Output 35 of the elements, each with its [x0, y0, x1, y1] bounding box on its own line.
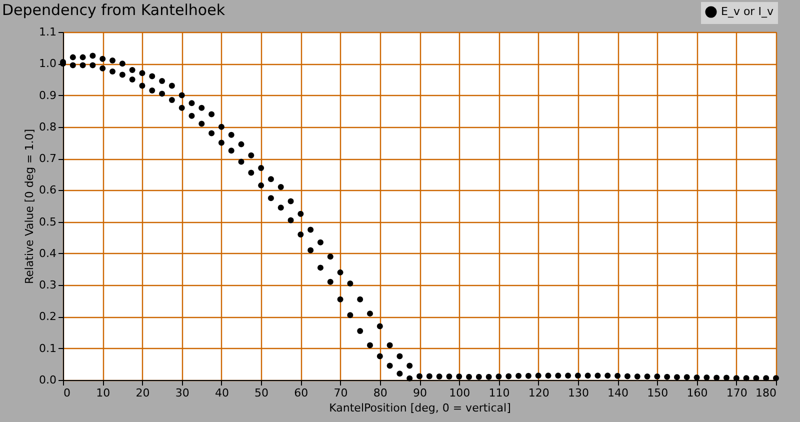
x-tick-label: 40	[214, 386, 229, 400]
y-tick-label: 1.1	[39, 26, 56, 38]
x-tick-label: 170	[726, 386, 748, 400]
x-tick-label: 30	[175, 386, 190, 400]
y-tick-label: 0.9	[39, 88, 56, 102]
y-tick-label: 1.0	[39, 57, 56, 70]
y-tick-label: 0.7	[39, 152, 56, 166]
y-tick-label: 0.8	[39, 120, 56, 134]
y-tick-label: 0.1	[39, 342, 56, 355]
y-tick-label: 0.3	[39, 278, 56, 292]
x-tick-label: 120	[528, 386, 550, 400]
x-tick-label: 160	[686, 386, 708, 400]
chart-title: Dependency from Kantelhoek	[2, 1, 226, 19]
x-tick-label: 0	[64, 386, 70, 400]
x-tick-label: 20	[136, 386, 150, 400]
x-tick-label: 130	[568, 386, 589, 400]
x-tick-label: 110	[488, 386, 510, 400]
x-tick-label: 140	[608, 386, 629, 400]
x-tick-label: 60	[294, 386, 308, 400]
y-tick-label: 0.0	[39, 374, 56, 386]
x-tick-label: 150	[647, 386, 668, 400]
y-tick-label: 0.5	[39, 215, 56, 228]
x-tick-label: 180	[756, 386, 776, 400]
x-axis-title: KantelPosition [deg, 0 = vertical]	[329, 402, 511, 414]
x-tick-label: 100	[449, 386, 470, 400]
y-tick-label: 0.2	[39, 310, 56, 324]
legend-label: E_v or I_v	[721, 5, 774, 18]
y-tick-label: 0.4	[39, 246, 56, 260]
x-tick-label: 80	[373, 386, 388, 400]
x-tick-label: 90	[413, 386, 427, 400]
x-tick-label: 50	[254, 386, 269, 400]
y-axis-title: Relative Value [0 deg = 1.0]	[23, 128, 36, 284]
x-tick-label: 70	[334, 386, 348, 400]
y-tick-label: 0.6	[39, 184, 56, 197]
x-tick-label: 10	[96, 386, 110, 400]
